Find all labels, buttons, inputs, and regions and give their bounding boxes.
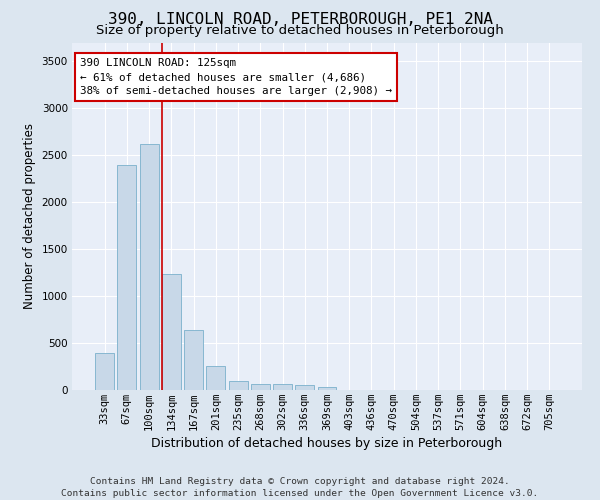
Text: 390 LINCOLN ROAD: 125sqm
← 61% of detached houses are smaller (4,686)
38% of sem: 390 LINCOLN ROAD: 125sqm ← 61% of detach… [80, 58, 392, 96]
Bar [118, 164, 136, 390]
Bar [162, 274, 181, 390]
Bar [251, 384, 270, 390]
Text: Size of property relative to detached houses in Peterborough: Size of property relative to detached ho… [96, 24, 504, 37]
X-axis label: Distribution of detached houses by size in Peterborough: Distribution of detached houses by size … [151, 437, 503, 450]
Bar [206, 366, 225, 390]
Bar [317, 386, 337, 390]
Y-axis label: Number of detached properties: Number of detached properties [23, 123, 36, 309]
Bar [95, 354, 114, 390]
Bar [229, 380, 248, 390]
Text: 390, LINCOLN ROAD, PETERBOROUGH, PE1 2NA: 390, LINCOLN ROAD, PETERBOROUGH, PE1 2NA [107, 12, 493, 28]
Text: Contains HM Land Registry data © Crown copyright and database right 2024.
Contai: Contains HM Land Registry data © Crown c… [61, 476, 539, 498]
Bar [140, 144, 158, 390]
Bar [273, 384, 292, 390]
Bar [295, 385, 314, 390]
Bar [184, 330, 203, 390]
